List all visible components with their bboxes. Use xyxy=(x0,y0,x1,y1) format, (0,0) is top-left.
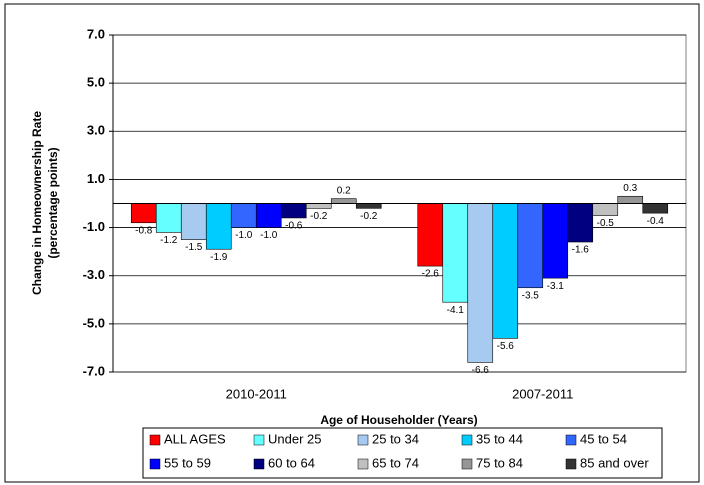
legend-swatch xyxy=(461,434,473,446)
bar xyxy=(592,203,619,216)
y-tick-label: 5.0 xyxy=(87,75,105,90)
value-label: -2.6 xyxy=(422,269,440,280)
legend-swatch xyxy=(357,434,369,446)
y-axis-label: Change in Homeownership Rate xyxy=(30,111,44,295)
bar xyxy=(155,203,182,233)
value-label: -0.8 xyxy=(135,225,153,236)
legend-label: Under 25 xyxy=(268,431,321,446)
value-label: -0.6 xyxy=(285,221,303,232)
y-tick-label: 3.0 xyxy=(87,123,105,138)
value-label: -1.6 xyxy=(572,245,590,256)
legend-label: 65 to 74 xyxy=(372,455,419,470)
x-tick-label: 2010-2011 xyxy=(226,386,287,401)
bar xyxy=(442,203,469,303)
legend-swatch xyxy=(461,458,473,470)
value-label: -0.2 xyxy=(310,211,328,222)
bar xyxy=(567,203,594,243)
bar xyxy=(305,203,332,209)
y-axis-label: (percentage points) xyxy=(46,147,60,258)
x-tick-label: 2007-2011 xyxy=(512,386,573,401)
x-axis-label: Age of Householder (Years) xyxy=(320,413,477,427)
bar xyxy=(417,203,444,267)
legend-label: 25 to 34 xyxy=(372,431,419,446)
bar xyxy=(130,203,157,224)
legend-swatch xyxy=(565,458,577,470)
legend-swatch xyxy=(149,458,161,470)
y-tick-label: -5.0 xyxy=(83,315,105,330)
bar xyxy=(180,203,207,240)
value-label: -3.1 xyxy=(547,281,565,292)
value-label: -1.0 xyxy=(235,230,253,241)
bar xyxy=(517,203,544,289)
legend-swatch xyxy=(565,434,577,446)
value-label: -1.2 xyxy=(160,235,178,246)
value-label: -1.0 xyxy=(260,230,278,241)
legend-label: 45 to 54 xyxy=(580,431,627,446)
legend-label: 85 and over xyxy=(580,455,649,470)
legend-label: 60 to 64 xyxy=(268,455,315,470)
value-label: -6.6 xyxy=(472,365,490,376)
value-label: -0.4 xyxy=(647,216,665,227)
legend-swatch xyxy=(253,458,265,470)
bar xyxy=(617,195,644,204)
value-label: -1.9 xyxy=(210,252,228,263)
bar xyxy=(280,203,307,219)
y-tick-label: -3.0 xyxy=(83,267,105,282)
y-tick-label: -1.0 xyxy=(83,219,105,234)
bar xyxy=(355,203,382,209)
value-label: -1.5 xyxy=(185,242,203,253)
y-tick-label: 1.0 xyxy=(87,171,105,186)
legend-swatch xyxy=(253,434,265,446)
bar xyxy=(230,203,257,228)
legend-swatch xyxy=(149,434,161,446)
y-tick-label: -7.0 xyxy=(83,363,105,378)
legend-label: ALL AGES xyxy=(164,431,226,446)
legend-label: 75 to 84 xyxy=(476,455,523,470)
value-label: -3.5 xyxy=(522,290,540,301)
value-label: -5.6 xyxy=(497,341,515,352)
bar xyxy=(467,203,494,363)
bar xyxy=(542,203,569,279)
y-tick-label: 7.0 xyxy=(87,26,105,41)
bar xyxy=(492,203,519,339)
legend-label: 55 to 59 xyxy=(164,455,211,470)
value-label: -0.2 xyxy=(360,211,378,222)
bar xyxy=(205,203,232,250)
value-label: -0.5 xyxy=(597,218,615,229)
value-label: 0.2 xyxy=(337,185,351,196)
bar xyxy=(642,203,669,214)
value-label: 0.3 xyxy=(623,183,637,194)
legend-swatch xyxy=(357,458,369,470)
bar xyxy=(255,203,282,228)
bar xyxy=(330,198,357,204)
value-label: -4.1 xyxy=(447,305,465,316)
legend-label: 35 to 44 xyxy=(476,431,523,446)
